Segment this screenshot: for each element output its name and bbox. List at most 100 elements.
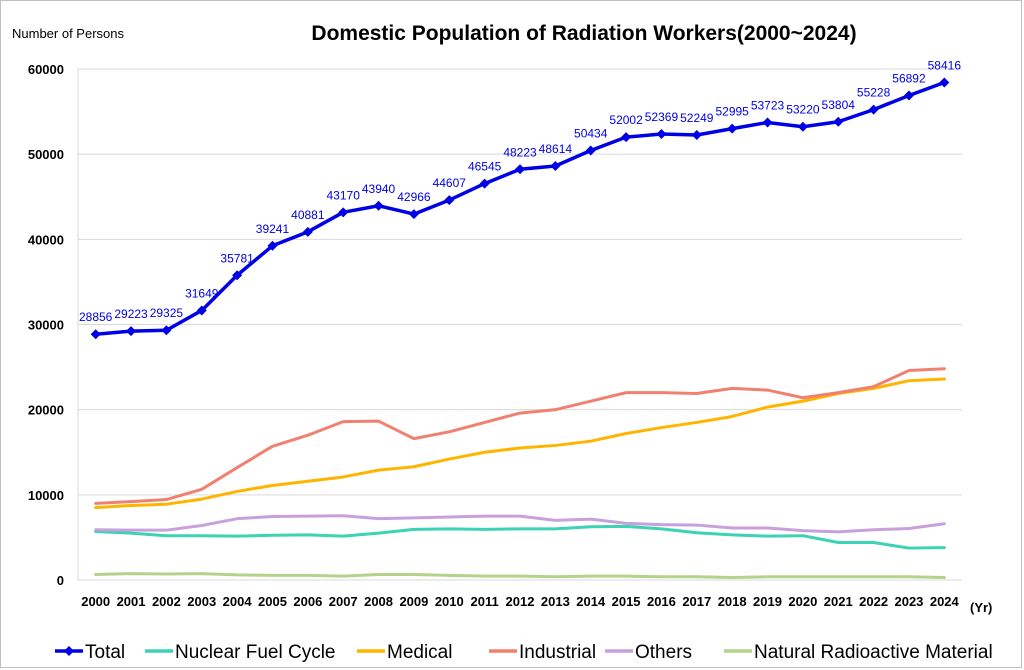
data-label: 31649: [185, 286, 219, 300]
total-point-marker: [833, 116, 844, 127]
x-tick-label: 2006: [293, 594, 322, 609]
data-label: 35781: [220, 251, 254, 265]
series-line-others: [94, 514, 946, 534]
total-point-marker: [727, 123, 738, 134]
data-label: 53804: [822, 98, 856, 112]
y-tick-label: 20000: [28, 403, 64, 418]
gridlines: [78, 68, 962, 496]
chart-title: Domestic Population of Radiation Workers…: [311, 22, 856, 45]
x-tick-label: 2013: [541, 594, 570, 609]
series-line-total: [93, 80, 947, 336]
x-tick-label: 2005: [258, 594, 287, 609]
legend-label: Natural Radioactive Material: [754, 642, 993, 663]
x-tick-label: 2022: [859, 594, 888, 609]
total-point-marker: [232, 270, 243, 281]
x-tick-label: 2024: [930, 594, 960, 609]
total-point-marker: [444, 195, 455, 206]
total-point-marker: [515, 164, 525, 175]
data-label: 48614: [539, 142, 573, 156]
x-tick-label: 2012: [506, 594, 535, 609]
x-tick-label: 2015: [612, 594, 641, 609]
data-label: 39241: [256, 222, 290, 236]
total-point-marker: [126, 326, 137, 337]
x-tick-label: 2002: [152, 594, 181, 609]
total-point-marker: [161, 325, 172, 336]
y-tick-label: 30000: [28, 318, 64, 333]
data-label: 56892: [892, 71, 926, 85]
x-tick-label: 2010: [435, 594, 464, 609]
x-tick-label: 2020: [788, 594, 817, 609]
data-label: 48223: [503, 145, 537, 159]
y-tick-label: 0: [57, 573, 64, 588]
data-label: 44607: [433, 176, 467, 190]
total-point-marker: [868, 104, 879, 115]
total-point-marker: [479, 178, 490, 189]
total-point-marker: [338, 207, 349, 218]
series-line-nuclear-fuel-cycle: [94, 524, 946, 550]
series-lines: [90, 77, 950, 579]
y-tick-label: 10000: [28, 488, 64, 503]
series-line-medical: [94, 377, 946, 510]
total-point-marker: [373, 200, 384, 211]
x-tick-label: 2000: [81, 594, 110, 609]
data-label: 42966: [397, 190, 431, 204]
data-label: 58416: [928, 58, 962, 72]
legend-label: Medical: [387, 642, 452, 663]
axes: [77, 69, 962, 581]
y-tick-label: 40000: [28, 232, 64, 247]
x-tick-label: 2008: [364, 594, 393, 609]
data-label: 55228: [857, 86, 891, 100]
total-point-marker: [585, 145, 596, 156]
x-tick-label: 2001: [117, 594, 146, 609]
x-tick-label: 2023: [894, 594, 923, 609]
legend: Total Nuclear Fuel Cycle Medical Industrial…: [55, 642, 993, 663]
total-point-marker: [196, 305, 207, 316]
total-point-marker: [302, 226, 313, 237]
y-tick-labels: 0 10000 20000 30000 40000 50000 60000: [28, 62, 64, 588]
total-point-marker: [408, 209, 419, 220]
x-tick-label: 2017: [682, 594, 711, 609]
x-axis-unit-label: (Yr): [970, 600, 992, 615]
data-label: 43940: [362, 182, 396, 196]
total-point-marker: [550, 160, 561, 171]
x-tick-label: 2011: [471, 594, 499, 609]
x-tick-label: 2007: [329, 594, 358, 609]
data-label: 53220: [786, 103, 820, 117]
data-label: 28856: [79, 310, 113, 324]
y-tick-label: 50000: [28, 147, 64, 162]
total-point-marker: [90, 329, 101, 340]
total-point-marker: [903, 90, 914, 101]
data-label: 40881: [291, 208, 325, 222]
x-tick-labels: 2000 2001 2002 2003 2004 2005 2006 2007 2008 2009…: [81, 594, 959, 609]
total-point-marker: [267, 240, 278, 251]
x-tick-label: 2018: [718, 594, 747, 609]
data-label: 29325: [150, 306, 184, 320]
y-axis-label: Number of Persons: [12, 26, 124, 41]
x-tick-label: 2004: [223, 594, 253, 609]
data-label: 52249: [680, 111, 714, 125]
legend-label: Industrial: [519, 642, 596, 663]
x-tick-label: 2019: [753, 594, 782, 609]
y-tick-label: 60000: [28, 62, 64, 77]
x-tick-label: 2014: [576, 594, 606, 609]
x-tick-label: 2009: [399, 594, 428, 609]
data-label: 52002: [609, 113, 643, 127]
data-label: 46545: [468, 160, 502, 174]
data-label: 52369: [645, 110, 679, 124]
data-label: 29223: [114, 307, 148, 321]
data-label: 43170: [327, 188, 361, 202]
legend-label: Nuclear Fuel Cycle: [175, 642, 336, 663]
legend-label: Total: [85, 642, 125, 663]
x-tick-label: 2021: [824, 594, 853, 609]
data-label: 52995: [715, 105, 749, 119]
total-point-marker: [797, 121, 808, 132]
data-label: 50434: [574, 126, 608, 140]
total-point-marker: [656, 128, 667, 139]
total-point-marker: [939, 77, 950, 88]
total-point-marker: [691, 130, 702, 141]
data-label: 53723: [751, 98, 785, 112]
total-point-marker: [762, 117, 773, 128]
